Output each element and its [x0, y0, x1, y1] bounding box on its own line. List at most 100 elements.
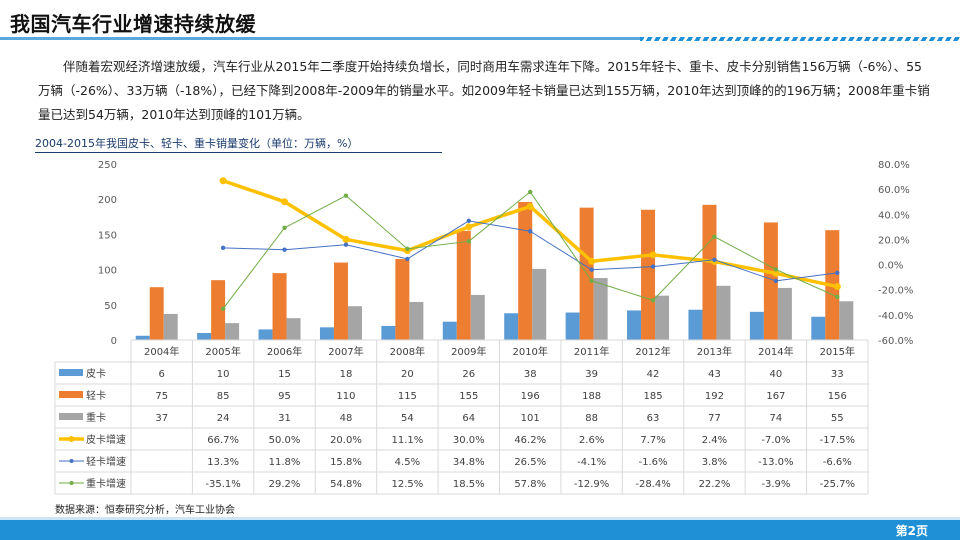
y-tick-label: 150	[98, 230, 117, 241]
bar	[839, 301, 854, 340]
bar	[532, 268, 547, 340]
table-cell: 40	[770, 369, 783, 380]
data-source-note: 数据来源：恒泰研究分析，汽车工业协会	[55, 505, 235, 516]
x-tick-label: 2010年	[512, 345, 547, 358]
table-cell: -28.4%	[635, 479, 670, 490]
legend-label: 皮卡增速	[86, 433, 126, 446]
chart-caption: 2004-2015年我国皮卡、轻卡、重卡销量变化（单位：万辆，%）	[35, 137, 359, 150]
bar	[456, 230, 471, 340]
table-cell: 46.2%	[514, 435, 546, 446]
y2-tick-label: 80.0%	[878, 160, 910, 171]
x-tick-label: 2013年	[697, 345, 732, 358]
table-cell: -6.6%	[823, 457, 852, 468]
line-point	[465, 223, 473, 231]
bar	[688, 309, 703, 340]
line-point	[281, 198, 289, 206]
footer-bar: 第2页	[0, 517, 960, 540]
table-cell: 110	[336, 391, 355, 402]
table-cell: 38	[524, 369, 537, 380]
line-point	[528, 229, 533, 234]
table-cell: 20.0%	[330, 435, 362, 446]
table-cell: 75	[155, 391, 168, 402]
y2-tick-label: 60.0%	[878, 185, 910, 196]
table-cell: 66.7%	[207, 435, 239, 446]
bar	[347, 306, 362, 340]
bar	[641, 209, 656, 340]
table-cell: 42	[647, 369, 660, 380]
bar	[135, 335, 150, 340]
bar	[702, 204, 717, 340]
table-cell: 26.5%	[514, 457, 546, 468]
x-tick-label: 2012年	[635, 345, 670, 358]
table-cell: 101	[521, 413, 540, 424]
line-point	[219, 177, 227, 185]
table-cell: -25.7%	[820, 479, 855, 490]
table-cell: 48	[340, 413, 353, 424]
line-point	[588, 257, 596, 265]
y2-tick-label: -20.0%	[878, 286, 913, 297]
table-cell: 31	[278, 413, 291, 424]
legend-label: 皮卡	[86, 367, 106, 380]
y2-tick-label: 20.0%	[878, 235, 910, 246]
bar	[504, 313, 519, 340]
legend-label: 重卡	[86, 411, 106, 424]
table-cell: 18.5%	[453, 479, 485, 490]
page-number: 第2页	[895, 524, 928, 538]
table-cell: -35.1%	[205, 479, 240, 490]
sales-chart: 0 50 100 150 200 250 80.0% 60.0% 40.0% 20.0% 0.0% -…	[54, 160, 913, 495]
y2-tick-label: -40.0%	[878, 311, 913, 322]
line-point	[589, 267, 594, 272]
legend-label: 轻卡增速	[86, 455, 126, 468]
bar	[258, 329, 273, 340]
bar	[811, 316, 826, 340]
line-point	[220, 245, 226, 251]
x-tick-label: 2004年	[144, 345, 179, 358]
legend-key	[59, 413, 83, 420]
bar	[211, 280, 226, 340]
table-cell: 156	[828, 391, 847, 402]
bar	[286, 318, 301, 340]
table-cell: 54.8%	[330, 479, 362, 490]
table-cell: 55	[831, 413, 844, 424]
y-tick-label: 200	[98, 195, 117, 206]
table-cell: 11.1%	[391, 435, 423, 446]
bar	[225, 323, 240, 340]
bar	[716, 285, 731, 340]
line-point	[405, 246, 410, 252]
table-cell: 34.8%	[453, 457, 485, 468]
table-cell: -17.5%	[820, 435, 855, 446]
line-point	[772, 269, 780, 277]
x-tick-label: 2006年	[267, 345, 302, 358]
table-cell: -3.9%	[761, 479, 790, 490]
y-tick-label: 50	[104, 301, 117, 312]
table-cell: 188	[582, 391, 601, 402]
table-cell: 26	[462, 369, 475, 380]
table-cell: 2.4%	[702, 435, 727, 446]
bar	[381, 325, 396, 340]
table-cell: 185	[643, 391, 662, 402]
table-cell: 24	[217, 413, 230, 424]
bar	[749, 311, 764, 340]
bar	[442, 321, 457, 340]
table-cell: 64	[462, 413, 475, 424]
line-point	[773, 278, 779, 284]
line-point	[712, 234, 717, 239]
x-tick-label: 2008年	[390, 345, 425, 358]
table-cell: 3.8%	[702, 457, 727, 468]
table-cell: 2.6%	[579, 435, 604, 446]
table-cell: 155	[459, 391, 478, 402]
bar	[777, 287, 792, 340]
bar	[763, 222, 778, 340]
title-underline	[0, 37, 640, 40]
table-cell: 33	[831, 369, 844, 380]
table-cell: 167	[766, 391, 785, 402]
table-cell: 95	[278, 391, 291, 402]
table-cell: 74	[770, 413, 783, 424]
table-cell: 196	[521, 391, 540, 402]
line-point	[343, 242, 349, 247]
bar	[333, 262, 348, 340]
table-cell: 12.5%	[391, 479, 423, 490]
table-cell: 18	[340, 369, 353, 380]
title-stripe-decoration	[640, 37, 960, 41]
legend-label: 重卡增速	[86, 477, 126, 490]
